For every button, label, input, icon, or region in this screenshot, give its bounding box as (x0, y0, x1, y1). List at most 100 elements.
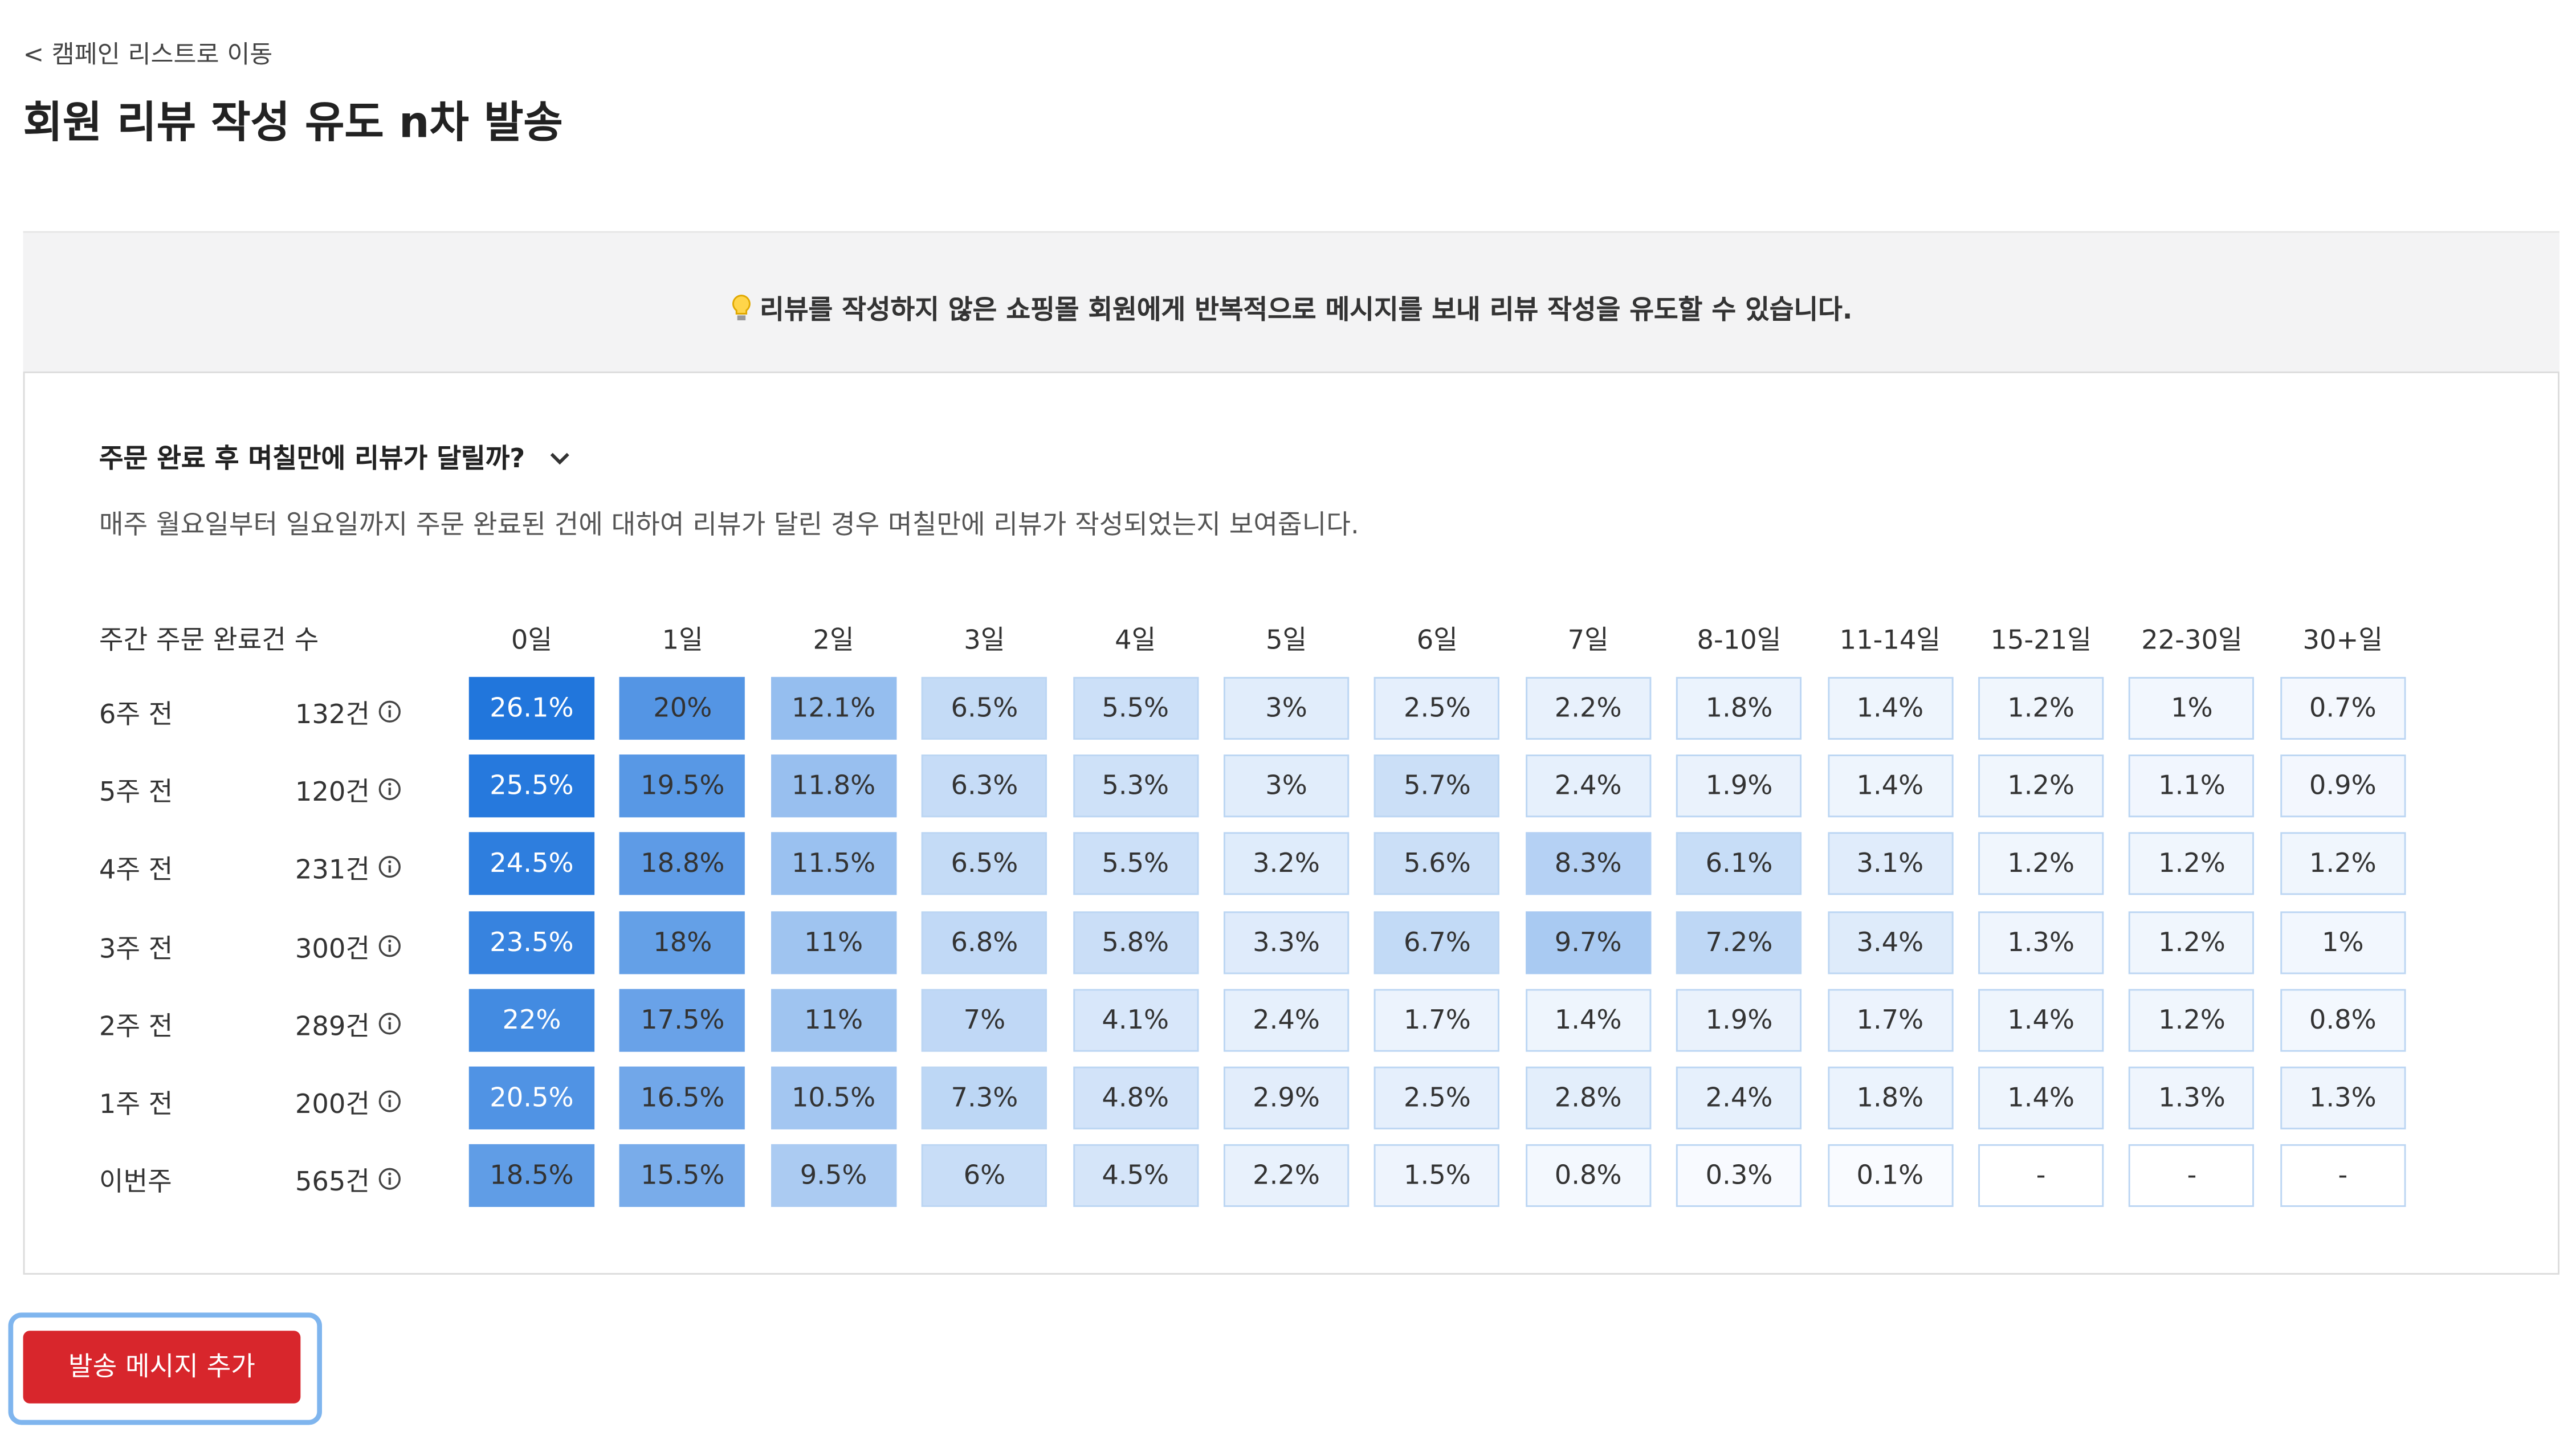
cohort-cell: 1.5% (1374, 1144, 1500, 1208)
cohort-cell: 3.4% (1827, 911, 1953, 974)
order-count: 565건 (295, 1166, 370, 1198)
cohort-cell: 1.7% (1374, 988, 1500, 1052)
cohort-cell: 18% (619, 911, 745, 974)
cohort-cell: - (1978, 1144, 2104, 1208)
cohort-cell: 0.7% (2280, 676, 2406, 740)
cohort-cell: 1% (2280, 911, 2406, 974)
cohort-cell: 0.8% (2280, 988, 2406, 1052)
cohort-cell: 7.3% (922, 1066, 1047, 1129)
order-count: 300건 (295, 932, 370, 964)
cohort-cell: 1.2% (2129, 911, 2255, 974)
cohort-cell: 4.8% (1073, 1066, 1199, 1129)
back-link[interactable]: < 캠페인 리스트로 이동 (23, 39, 273, 70)
column-header: 5일 (1265, 624, 1307, 656)
cohort-cell: 10.5% (771, 1066, 896, 1129)
column-header: 1일 (662, 624, 703, 656)
cohort-cell: 2.9% (1223, 1066, 1350, 1129)
info-icon[interactable] (378, 856, 402, 879)
cohort-cell: 15.5% (619, 1144, 745, 1208)
cohort-cell: 1.4% (1827, 676, 1953, 740)
column-header: 3일 (964, 624, 1005, 656)
cohort-cell: 2.8% (1525, 1066, 1651, 1129)
cohort-cell: 22% (468, 988, 595, 1052)
info-icon[interactable] (378, 934, 402, 957)
cohort-cell: 3% (1223, 676, 1350, 740)
cohort-cell: 6.7% (1374, 911, 1500, 974)
row-label: 4주 전 (99, 854, 173, 886)
info-icon[interactable] (378, 1168, 402, 1191)
cohort-cell: 2.2% (1525, 676, 1651, 740)
cohort-cell: 5.6% (1374, 833, 1500, 896)
info-icon[interactable] (378, 778, 402, 801)
column-header: 15-21일 (1990, 624, 2092, 656)
cohort-cell: 6% (922, 1144, 1047, 1208)
page-title: 회원 리뷰 작성 유도 n차 발송 (23, 99, 563, 149)
column-header: 주간 주문 완료건 수 (99, 624, 319, 656)
cohort-cell: 0.1% (1827, 1144, 1953, 1208)
cohort-cell: 1.3% (2129, 1066, 2255, 1129)
cohort-cell: 4.1% (1073, 988, 1199, 1052)
cohort-cell: 5.3% (1073, 754, 1199, 818)
cohort-cell: 5.5% (1073, 833, 1199, 896)
column-header: 11-14일 (1839, 624, 1941, 656)
cohort-cell: 18.5% (468, 1144, 595, 1208)
cohort-cell: 6.1% (1676, 833, 1802, 896)
cohort-cell: 6.8% (922, 911, 1047, 974)
section-description: 매주 월요일부터 일요일까지 주문 완료된 건에 대하여 리뷰가 달린 경우 며… (99, 508, 1359, 540)
section-title[interactable]: 주문 완료 후 며칠만에 리뷰가 달릴까? (99, 436, 570, 476)
order-count: 200건 (295, 1088, 370, 1120)
order-count: 231건 (295, 854, 370, 886)
cohort-cell: 1.2% (2280, 833, 2406, 896)
cohort-cell: 26.1% (468, 676, 595, 740)
cohort-cell: 11.8% (771, 754, 896, 818)
cohort-cell: 1.4% (1978, 988, 2104, 1052)
notice: 리뷰를 작성하지 않은 쇼핑몰 회원에게 반복적으로 메시지를 보내 리뷰 작성… (23, 287, 2559, 327)
cohort-cell: 1.4% (1525, 988, 1651, 1052)
cohort-cell: 7% (922, 988, 1047, 1052)
cohort-cell: 0.8% (1525, 1144, 1651, 1208)
cohort-cell: 3% (1223, 754, 1350, 818)
row-label: 5주 전 (99, 776, 173, 808)
bulb-icon (732, 295, 751, 321)
row-label: 1주 전 (99, 1088, 173, 1120)
order-count: 120건 (295, 776, 370, 808)
cohort-cell: 25.5% (468, 754, 595, 818)
column-header: 8-10일 (1697, 624, 1782, 656)
cohort-cell: 1.3% (1978, 911, 2104, 974)
info-icon[interactable] (378, 1012, 402, 1035)
order-count: 132건 (295, 698, 370, 730)
column-header: 6일 (1416, 624, 1458, 656)
column-header: 4일 (1115, 624, 1156, 656)
cohort-cell: 5.7% (1374, 754, 1500, 818)
cohort-cell: 1.2% (2129, 833, 2255, 896)
cohort-cell: 6.5% (922, 833, 1047, 896)
cohort-cell: 7.2% (1676, 911, 1802, 974)
row-label: 이번주 (99, 1166, 172, 1198)
cohort-cell: 6.3% (922, 754, 1047, 818)
cohort-cell: 9.5% (771, 1144, 896, 1208)
cohort-cell: 23.5% (468, 911, 595, 974)
info-icon[interactable] (378, 700, 402, 723)
cohort-cell: 9.7% (1525, 911, 1651, 974)
cohort-cell: 1.7% (1827, 988, 1953, 1052)
cohort-cell: 1.2% (1978, 754, 2104, 818)
cohort-cell: 1.8% (1676, 676, 1802, 740)
row-label: 6주 전 (99, 698, 173, 730)
cohort-cell: 12.1% (771, 676, 896, 740)
info-icon[interactable] (378, 1090, 402, 1113)
cohort-cell: 11% (771, 988, 896, 1052)
cohort-cell: 1.4% (1978, 1066, 2104, 1129)
cohort-cell: 1.3% (2280, 1066, 2406, 1129)
cohort-cell: 1.9% (1676, 754, 1802, 818)
cohort-cell: 20% (619, 676, 745, 740)
cohort-cell: 11.5% (771, 833, 896, 896)
cohort-cell: 2.5% (1374, 676, 1500, 740)
cohort-cell: 8.3% (1525, 833, 1651, 896)
row-label: 3주 전 (99, 932, 173, 964)
column-header: 2일 (813, 624, 854, 656)
cohort-cell: 2.5% (1374, 1066, 1500, 1129)
cohort-cell: 18.8% (619, 833, 745, 896)
add-message-button[interactable]: 발송 메시지 추가 (23, 1331, 301, 1404)
cohort-cell: 3.1% (1827, 833, 1953, 896)
cohort-cell: 1.2% (1978, 833, 2104, 896)
